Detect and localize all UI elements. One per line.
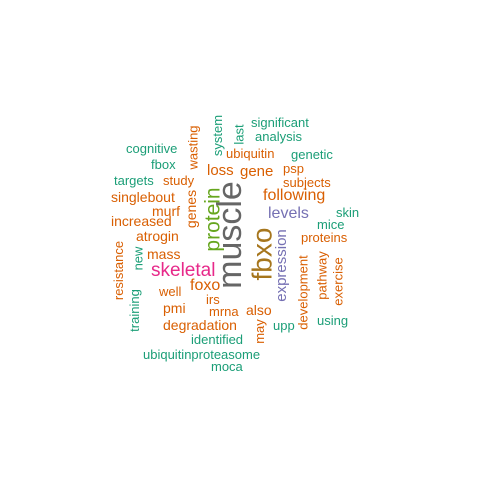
word-identified: identified <box>191 332 244 347</box>
word-subjects: subjects <box>283 175 331 190</box>
word-may: may <box>251 319 267 344</box>
word-psp: psp <box>283 161 304 176</box>
word-pathway: pathway <box>314 251 330 300</box>
word-training: training <box>126 289 142 332</box>
word-singlebout: singlebout <box>111 189 175 205</box>
word-upp: upp <box>273 318 295 333</box>
word-atrogin: atrogin <box>136 228 179 244</box>
word-skin: skin <box>336 205 360 220</box>
word-cognitive: cognitive <box>126 141 178 156</box>
word-exercise: exercise <box>330 257 346 306</box>
word-wasting: wasting <box>185 125 201 170</box>
word-expression: expression <box>272 229 290 302</box>
word-loss: loss <box>207 162 234 179</box>
word-increased: increased <box>111 213 172 229</box>
word-new: new <box>130 246 146 271</box>
word-skeletal: skeletal <box>151 260 216 281</box>
word-levels: levels <box>268 205 309 222</box>
word-mice: mice <box>317 217 345 232</box>
word-foxo: foxo <box>190 277 221 294</box>
word-mrna: mrna <box>209 304 239 319</box>
word-last: last <box>231 124 247 145</box>
word-analysis: analysis <box>255 129 302 144</box>
word-mass: mass <box>147 246 181 262</box>
word-ubiquitin: ubiquitin <box>226 146 275 161</box>
word-also: also <box>246 302 272 318</box>
word-fbox: fbox <box>151 157 176 172</box>
word-murf: murf <box>152 203 180 219</box>
word-ubiquitinproteasome: ubiquitinproteasome <box>143 347 261 362</box>
word-degradation: degradation <box>163 317 237 333</box>
word-moca: moca <box>211 359 243 374</box>
word-using: using <box>317 313 349 328</box>
word-study: study <box>163 173 195 188</box>
word-well: well <box>159 284 182 299</box>
word-development: development <box>295 255 311 330</box>
word-proteins: proteins <box>301 230 348 245</box>
word-targets: targets <box>114 173 154 188</box>
word-genes: genes <box>183 189 200 229</box>
word-significant: significant <box>251 115 309 130</box>
word-following: following <box>263 187 326 204</box>
word-pmi: pmi <box>163 300 186 316</box>
word-gene: gene <box>240 163 274 180</box>
word-protein: protein <box>201 187 225 252</box>
word-genetic: genetic <box>291 147 333 162</box>
word-resistance: resistance <box>111 240 127 301</box>
word-system: system <box>210 114 226 157</box>
word-irs: irs <box>206 292 220 307</box>
